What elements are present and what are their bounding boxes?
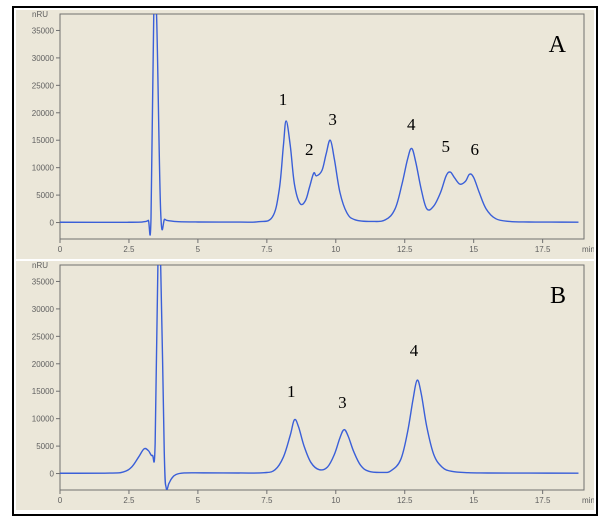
svg-text:10: 10 bbox=[331, 496, 340, 505]
svg-text:35000: 35000 bbox=[32, 277, 55, 286]
peak-label: 6 bbox=[470, 140, 479, 160]
svg-text:20000: 20000 bbox=[32, 360, 55, 369]
svg-text:15: 15 bbox=[469, 496, 478, 505]
svg-text:25000: 25000 bbox=[32, 81, 55, 90]
svg-text:5000: 5000 bbox=[36, 442, 54, 451]
svg-text:25000: 25000 bbox=[32, 332, 55, 341]
svg-text:15000: 15000 bbox=[32, 136, 55, 145]
svg-text:5: 5 bbox=[196, 245, 201, 254]
peak-label: 4 bbox=[407, 115, 416, 135]
svg-text:2.5: 2.5 bbox=[123, 245, 135, 254]
svg-text:15: 15 bbox=[469, 245, 478, 254]
peak-label: 1 bbox=[279, 90, 288, 110]
svg-text:7.5: 7.5 bbox=[261, 245, 273, 254]
svg-text:2.5: 2.5 bbox=[123, 496, 135, 505]
figure-frame: 05000100001500020000250003000035000nRU02… bbox=[12, 6, 598, 516]
svg-text:15000: 15000 bbox=[32, 387, 55, 396]
svg-text:30000: 30000 bbox=[32, 54, 55, 63]
peak-label: 1 bbox=[287, 382, 296, 402]
panel-label: B bbox=[550, 283, 566, 310]
svg-text:0: 0 bbox=[50, 219, 55, 228]
svg-text:10: 10 bbox=[331, 245, 340, 254]
peak-label: 3 bbox=[328, 110, 337, 130]
panel-label: A bbox=[549, 32, 566, 59]
svg-text:nRU: nRU bbox=[32, 10, 48, 19]
peak-label: 5 bbox=[441, 137, 450, 157]
svg-text:7.5: 7.5 bbox=[261, 496, 273, 505]
svg-text:17.5: 17.5 bbox=[535, 496, 551, 505]
svg-text:0: 0 bbox=[58, 245, 63, 254]
svg-text:min: min bbox=[582, 245, 594, 254]
svg-text:0: 0 bbox=[50, 470, 55, 479]
panel-b: 0 5000 10000 15000 20000 25000 30000 35000 nRU 0 2… bbox=[16, 261, 594, 510]
svg-text:5000: 5000 bbox=[36, 191, 54, 200]
svg-text:12.5: 12.5 bbox=[397, 496, 413, 505]
svg-text:12.5: 12.5 bbox=[397, 245, 413, 254]
svg-text:0: 0 bbox=[58, 496, 63, 505]
panel-a: 0 5000 10000 15000 20000 25000 30000 35000 nRU 0 2… bbox=[16, 10, 594, 259]
svg-text:10000: 10000 bbox=[32, 415, 55, 424]
svg-text:35000: 35000 bbox=[32, 26, 55, 35]
peak-label: 4 bbox=[410, 341, 419, 361]
peak-label: 2 bbox=[305, 140, 314, 160]
svg-text:17.5: 17.5 bbox=[535, 245, 551, 254]
chromatogram-a: 0 5000 10000 15000 20000 25000 30000 35000 nRU 0 2… bbox=[16, 10, 594, 259]
svg-text:min: min bbox=[582, 496, 594, 505]
svg-text:10000: 10000 bbox=[32, 164, 55, 173]
svg-text:5: 5 bbox=[196, 496, 201, 505]
svg-text:30000: 30000 bbox=[32, 305, 55, 314]
svg-text:nRU: nRU bbox=[32, 261, 48, 270]
svg-text:20000: 20000 bbox=[32, 109, 55, 118]
peak-label: 3 bbox=[338, 393, 347, 413]
chromatogram-b: 0 5000 10000 15000 20000 25000 30000 35000 nRU 0 2… bbox=[16, 261, 594, 510]
